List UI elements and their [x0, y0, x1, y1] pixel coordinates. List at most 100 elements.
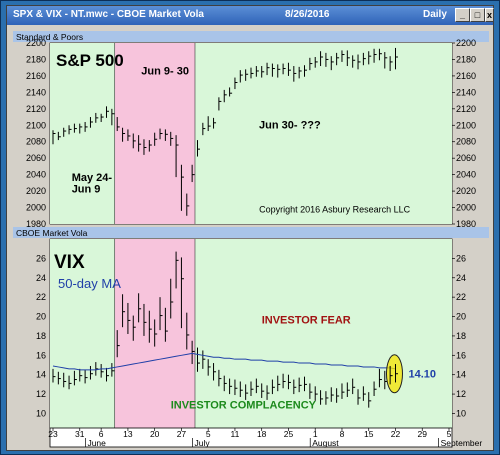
- vix-y-tick-right: 10: [456, 408, 466, 418]
- vix-y-tick-left: 16: [36, 350, 46, 360]
- vix-price-bar: [57, 371, 61, 385]
- spx-price-bar: [138, 135, 142, 152]
- x-month-label: August: [312, 438, 339, 448]
- vix-price-bar: [63, 372, 67, 388]
- spx-price-bar: [52, 130, 56, 145]
- spx-price-bar: [271, 63, 275, 77]
- chart-area: Standard & Poors 19802000202020402060208…: [12, 30, 490, 448]
- spx-y-tick-left: 2140: [26, 87, 46, 97]
- minimize-button[interactable]: _: [455, 8, 470, 22]
- spx-y-tick-right: 2200: [456, 38, 476, 48]
- spx-price-bar: [384, 52, 388, 69]
- spx-y-tick-right: 2060: [456, 153, 476, 163]
- spx-y-tick-right: 2000: [456, 203, 476, 213]
- spx-y-tick-left: 2120: [26, 104, 46, 114]
- vix-shaded-region-2: [194, 239, 452, 428]
- x-tick-label: 23: [48, 429, 58, 439]
- spx-price-bar: [159, 128, 163, 140]
- spx-price-bar: [116, 117, 120, 132]
- vix-price-bar: [239, 381, 243, 397]
- vix-price-bar: [330, 387, 334, 402]
- close-button[interactable]: x: [485, 8, 494, 22]
- vix-y-tick-left: 24: [36, 273, 46, 283]
- vix-price-bar: [325, 391, 329, 405]
- vix-price-bar: [368, 392, 372, 408]
- spx-price-bar: [154, 132, 158, 146]
- spx-price-bar: [213, 117, 217, 129]
- x-tick-label: 18: [257, 429, 267, 439]
- vix-price-bar: [84, 369, 88, 384]
- spx-y-tick-left: 2200: [26, 38, 46, 48]
- vix-price-bar: [314, 386, 318, 401]
- spx-price-bar: [106, 106, 110, 118]
- vix-last-value-label: 14.10: [408, 369, 436, 381]
- vix-price-bar: [89, 365, 93, 380]
- title-bar[interactable]: SPX & VIX - NT.mwc - CBOE Market Vola 8/…: [7, 6, 494, 25]
- spx-price-bar: [218, 97, 222, 111]
- spx-price-bar: [175, 135, 179, 178]
- x-tick-label: 5: [447, 429, 452, 439]
- window-title: SPX & VIX - NT.mwc - CBOE Market Vola: [13, 9, 204, 20]
- spx-price-bar: [229, 87, 233, 97]
- spx-price-bar: [202, 122, 206, 136]
- vix-price-bar: [180, 257, 184, 329]
- vix-price-bar: [304, 376, 308, 392]
- spx-price-bar: [207, 116, 211, 132]
- vix-y-tick-right: 26: [456, 253, 466, 263]
- vix-price-bar: [79, 368, 83, 382]
- spx-price-bar: [298, 66, 302, 79]
- spx-panel-header: [13, 31, 489, 42]
- spx-price-bar: [223, 89, 227, 103]
- vix-price-bar: [389, 365, 393, 385]
- spx-price-bar: [196, 140, 200, 157]
- spx-annotation: Jun 30- ???: [259, 120, 321, 132]
- vix-y-tick-left: 14: [36, 370, 46, 380]
- vix-y-tick-right: 22: [456, 292, 466, 302]
- vix-price-bar: [73, 370, 77, 386]
- vix-price-bar: [111, 363, 115, 377]
- vix-price-bar: [196, 347, 200, 372]
- spx-annotation: Jun 9: [72, 184, 101, 196]
- spx-price-bar: [191, 164, 195, 183]
- spx-y-tick-right: 2100: [456, 120, 476, 130]
- vix-y-tick-right: 14: [456, 370, 466, 380]
- spx-price-bar: [368, 51, 372, 65]
- vix-price-bar: [309, 383, 313, 399]
- spx-price-bar: [84, 121, 88, 132]
- spx-annotation: Copyright 2016 Asbury Research LLC: [259, 204, 411, 214]
- vix-price-bar: [336, 388, 340, 403]
- spx-price-bar: [266, 62, 270, 76]
- vix-price-bar: [266, 385, 270, 400]
- chart-window: SPX & VIX - NT.mwc - CBOE Market Vola 8/…: [6, 5, 494, 451]
- vix-price-bar: [394, 364, 398, 383]
- vix-price-bar: [245, 384, 249, 400]
- spx-price-bar: [389, 56, 393, 71]
- spx-price-bar: [186, 193, 190, 216]
- spx-price-bar: [79, 123, 83, 134]
- vix-price-bar: [191, 340, 195, 365]
- x-month-label: July: [194, 438, 210, 448]
- vix-price-bar: [100, 364, 104, 378]
- vix-y-tick-left: 18: [36, 331, 46, 341]
- maximize-button[interactable]: □: [470, 8, 485, 22]
- spx-y-tick-left: 2000: [26, 203, 46, 213]
- x-tick-label: 5: [206, 429, 211, 439]
- x-month-label: September: [441, 438, 483, 448]
- spx-price-bar: [341, 50, 345, 62]
- vix-price-bar: [95, 362, 99, 376]
- spx-price-bar: [73, 123, 77, 133]
- x-tick-label: 20: [150, 429, 160, 439]
- spx-price-bar: [122, 127, 126, 142]
- spx-y-tick-left: 1980: [26, 219, 46, 229]
- vix-price-bar: [255, 378, 259, 394]
- vix-price-bar: [186, 312, 190, 350]
- spx-price-bar: [148, 140, 152, 152]
- x-tick-label: 13: [123, 429, 133, 439]
- spx-price-bar: [164, 129, 168, 141]
- x-tick-label: 27: [177, 429, 187, 439]
- chart-date: 8/26/2016: [285, 9, 330, 20]
- vix-y-tick-left: 22: [36, 292, 46, 302]
- spx-price-bar: [57, 131, 61, 141]
- vix-price-bar: [261, 383, 265, 398]
- spx-price-bar: [89, 117, 93, 128]
